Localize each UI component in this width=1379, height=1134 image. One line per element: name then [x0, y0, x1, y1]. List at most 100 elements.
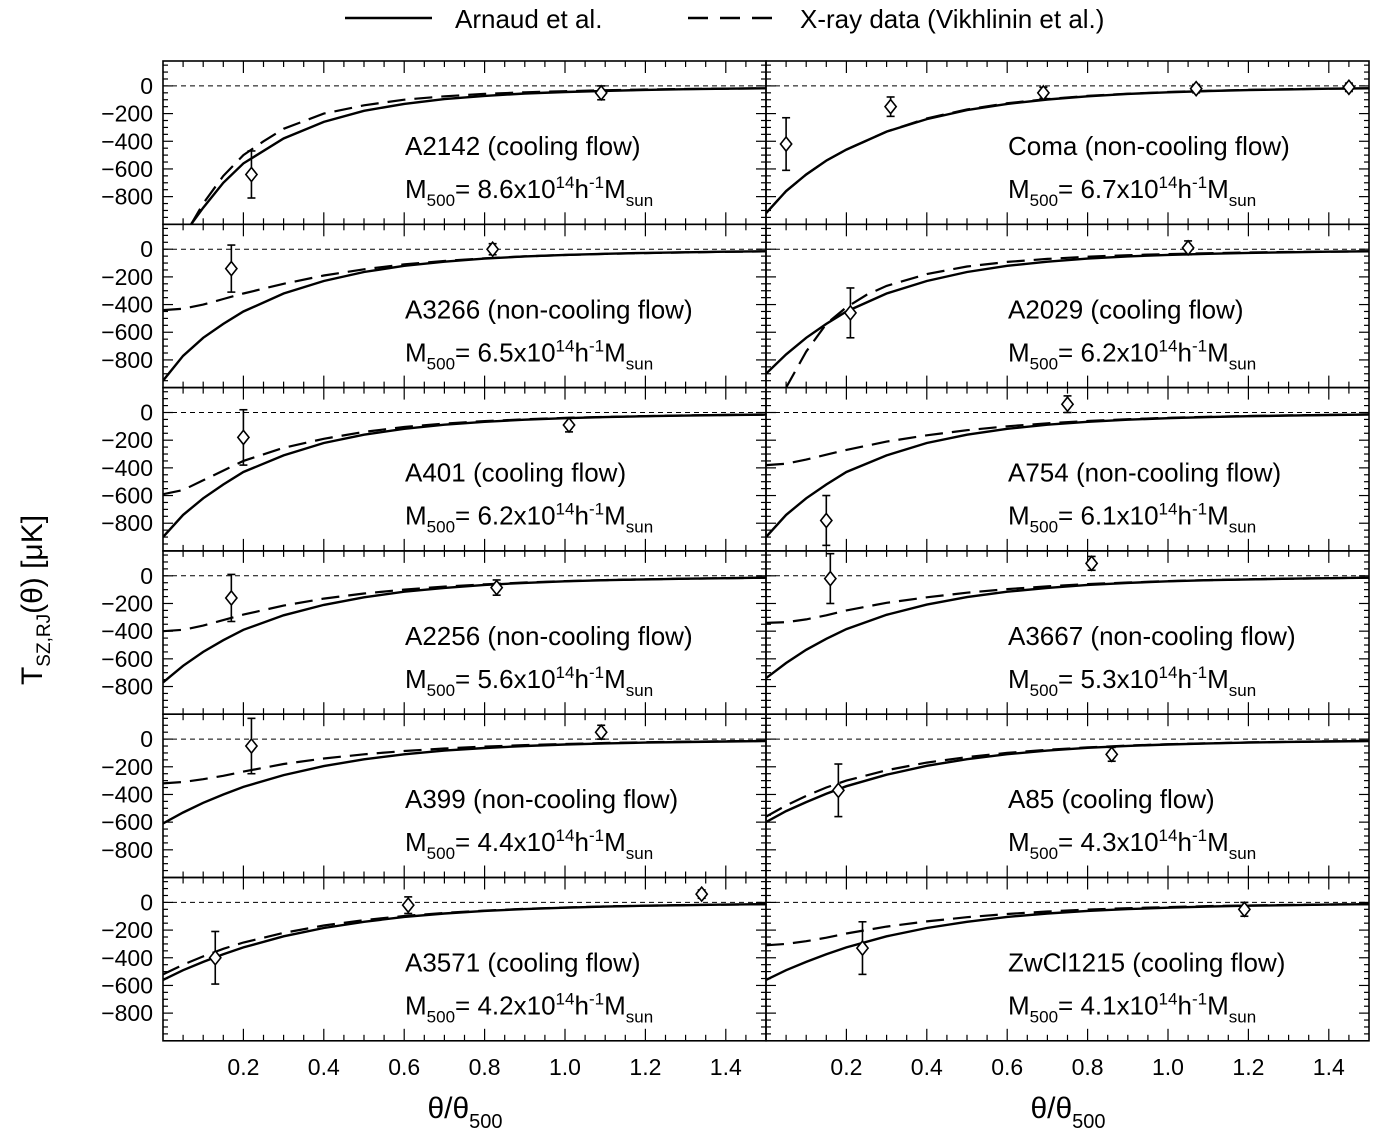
- cluster-name: A3571 (cooling flow): [405, 948, 641, 978]
- data-point: [819, 512, 833, 529]
- cluster-mass-part: 8.6x10: [477, 174, 555, 204]
- data-point: [236, 429, 251, 446]
- cluster-mass: M500= 6.2x1014h-1Msun: [1008, 336, 1256, 373]
- cluster-name: A85 (cooling flow): [1008, 784, 1215, 814]
- cluster-mass: M500= 5.6x1014h-1Msun: [405, 663, 653, 700]
- arnaud-curve: [766, 250, 1369, 375]
- cluster-mass-part: =: [1058, 664, 1080, 694]
- cluster-mass-part: h: [1177, 501, 1191, 531]
- x-axis-title-right-sub: 500: [1072, 1111, 1105, 1133]
- cluster-name: A2256 (non-cooling flow): [405, 621, 693, 651]
- data-point: [562, 416, 576, 434]
- cluster-mass-part: -1: [589, 990, 604, 1009]
- cluster-mass-part: -1: [1192, 173, 1207, 192]
- cluster-mass-part: sun: [1229, 518, 1256, 537]
- cluster-mass-part: 6.1x10: [1080, 501, 1158, 531]
- y-tick-label: −400: [101, 618, 153, 644]
- cluster-mass-part: 4.1x10: [1080, 991, 1158, 1021]
- cluster-mass-part: M: [405, 337, 427, 367]
- data-point: [1036, 84, 1051, 102]
- cluster-mass-part: M: [1008, 664, 1030, 694]
- cluster-mass-part: -1: [589, 173, 604, 192]
- x-tick-label: 0.6: [991, 1054, 1023, 1080]
- cluster-mass-part: -1: [589, 500, 604, 519]
- cluster-mass-part: M: [1207, 337, 1229, 367]
- cluster-mass-part: 14: [556, 826, 575, 845]
- data-point: [1105, 746, 1119, 763]
- cluster-mass-part: h: [1177, 337, 1191, 367]
- y-tick-label: −600: [101, 483, 153, 509]
- cluster-mass-part: h: [574, 991, 588, 1021]
- cluster-mass-part: =: [1058, 174, 1080, 204]
- cluster-mass-part: 4.2x10: [477, 991, 555, 1021]
- y-tick-label: −600: [101, 156, 153, 182]
- cluster-mass-part: -1: [589, 336, 604, 355]
- xray-curve: [766, 576, 1369, 624]
- y-tick-label: −400: [101, 292, 153, 318]
- cluster-mass: M500= 4.3x1014h-1Msun: [1008, 826, 1256, 863]
- arnaud-curve: [766, 87, 1369, 215]
- cluster-mass-part: M: [405, 501, 427, 531]
- cluster-name: A2029 (cooling flow): [1008, 294, 1244, 324]
- cluster-mass-part: 500: [1030, 1008, 1058, 1027]
- y-tick-label: −200: [101, 427, 153, 453]
- cluster-mass-part: sun: [1229, 1008, 1256, 1027]
- cluster-mass-part: 14: [1159, 990, 1178, 1009]
- cluster-mass-part: M: [604, 501, 626, 531]
- y-axis-title-sub: SZ,RJ: [34, 614, 55, 667]
- cluster-mass-part: -1: [1192, 990, 1207, 1009]
- cluster-mass-part: =: [455, 827, 477, 857]
- cluster-name: A754 (non-cooling flow): [1008, 458, 1281, 488]
- panel-6: 0−200−400−600−800 A2256 (non-cooling flow…: [101, 550, 767, 716]
- y-tick-label: −400: [101, 128, 153, 154]
- y-axis-title-rest: (θ) [μK]: [16, 515, 49, 614]
- data-point: [1342, 79, 1356, 96]
- x-axis-title-left: θ/θ500: [427, 1092, 502, 1133]
- data-point: [244, 737, 259, 755]
- y-tick-label: −200: [101, 101, 153, 127]
- cluster-mass-part: 500: [1030, 518, 1058, 537]
- cluster-mass-part: M: [604, 827, 626, 857]
- arnaud-curve: [190, 87, 766, 225]
- cluster-mass-part: M: [1008, 337, 1030, 367]
- xray-curve: [766, 903, 1369, 947]
- cluster-mass-part: sun: [626, 844, 653, 863]
- data-point: [401, 896, 415, 914]
- y-tick-label: 0: [140, 236, 153, 262]
- cluster-name: ZwCl1215 (cooling flow): [1008, 948, 1285, 978]
- cluster-mass: M500= 6.5x1014h-1Msun: [405, 336, 653, 373]
- y-tick-label: −800: [101, 674, 153, 700]
- panel-2: 0−200−400−600−800 A3266 (non-cooling flow…: [101, 223, 767, 389]
- x-tick-label: 0.4: [308, 1054, 340, 1080]
- data-point: [594, 723, 608, 741]
- cluster-mass-part: M: [604, 991, 626, 1021]
- cluster-name: Coma (non-cooling flow): [1008, 131, 1290, 161]
- panel-9: A85 (cooling flow) M500= 4.3x1014h-1Msun: [765, 713, 1370, 879]
- cluster-mass-part: 500: [1030, 191, 1058, 210]
- cluster-mass-part: 14: [1159, 826, 1178, 845]
- cluster-mass-part: h: [1177, 991, 1191, 1021]
- cluster-mass-part: =: [455, 337, 477, 367]
- cluster-mass-part: 14: [556, 173, 575, 192]
- cluster-mass-part: 6.7x10: [1080, 174, 1158, 204]
- cluster-mass-part: M: [1207, 991, 1229, 1021]
- x-tick-label: 0.2: [227, 1054, 259, 1080]
- cluster-mass-part: 14: [556, 500, 575, 519]
- cluster-mass: M500= 6.2x1014h-1Msun: [405, 500, 653, 537]
- y-axis-title: TSZ,RJ(θ) [μK]: [16, 515, 55, 685]
- cluster-mass-part: 500: [427, 681, 455, 700]
- legend-solid-label: Arnaud et al.: [455, 4, 602, 34]
- cluster-mass-part: 6.5x10: [477, 337, 555, 367]
- y-tick-label: −600: [101, 809, 153, 835]
- cluster-mass-part: 5.6x10: [477, 664, 555, 694]
- cluster-mass-part: =: [455, 174, 477, 204]
- y-tick-label: −200: [101, 590, 153, 616]
- cluster-mass-part: M: [1008, 174, 1030, 204]
- cluster-mass-part: 14: [1159, 500, 1178, 519]
- cluster-mass-part: sun: [626, 191, 653, 210]
- cluster-mass-part: 500: [427, 518, 455, 537]
- cluster-mass-part: h: [574, 174, 588, 204]
- y-tick-label: −800: [101, 184, 153, 210]
